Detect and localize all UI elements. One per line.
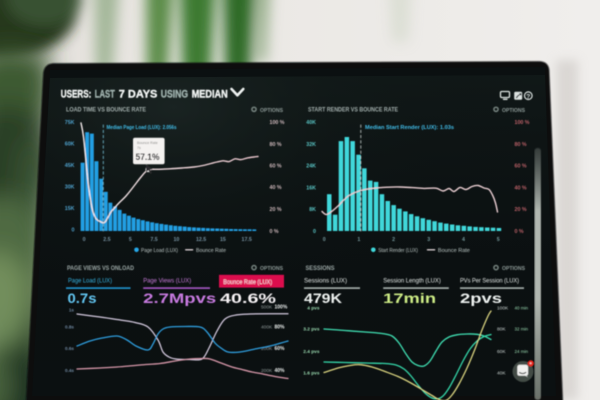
svg-text:24 min: 24 min <box>515 349 529 355</box>
svg-text:5: 5 <box>497 237 500 243</box>
svg-text:15: 15 <box>220 237 226 243</box>
svg-text:0.7s: 0.7s <box>68 290 97 306</box>
svg-text:7s: 7s <box>137 146 141 150</box>
svg-text:0: 0 <box>72 228 75 234</box>
svg-text:2.5: 2.5 <box>103 237 110 243</box>
svg-text:1.6 pvs: 1.6 pvs <box>303 371 320 377</box>
svg-text:80 %: 80 % <box>270 142 282 148</box>
svg-text:Bounce Rate (LUX): Bounce Rate (LUX) <box>223 279 272 286</box>
svg-text:Median Page Load (LUX): 2.056s: Median Page Load (LUX): 2.056s <box>107 125 177 131</box>
svg-text:7.5: 7.5 <box>150 237 157 243</box>
svg-text:USERS:: USERS: <box>61 89 92 101</box>
svg-text:Start Render (LUX): Start Render (LUX) <box>378 248 418 254</box>
svg-text:80%: 80% <box>275 325 286 331</box>
svg-text:OPTIONS: OPTIONS <box>260 266 283 272</box>
svg-text:OPTIONS: OPTIONS <box>502 108 525 114</box>
svg-text:15K: 15K <box>65 206 75 212</box>
svg-text:12.5: 12.5 <box>196 237 206 243</box>
svg-text:OPTIONS: OPTIONS <box>502 266 525 272</box>
svg-text:0 %: 0 % <box>515 229 524 235</box>
svg-text:40K: 40K <box>306 120 316 126</box>
svg-text:0: 0 <box>313 229 316 235</box>
svg-text:1s: 1s <box>69 308 75 313</box>
svg-text:OPTIONS: OPTIONS <box>260 108 283 114</box>
svg-text:0 %: 0 % <box>270 229 279 235</box>
svg-text:Bounce Rate: Bounce Rate <box>438 248 470 254</box>
svg-text:0: 0 <box>83 237 86 243</box>
svg-text:32K: 32K <box>306 142 316 148</box>
svg-text:100K: 100K <box>497 305 509 311</box>
svg-text:100%: 100% <box>275 304 288 310</box>
svg-text:LAST: LAST <box>95 89 115 101</box>
svg-text:0: 0 <box>323 237 326 243</box>
svg-text:Sessions (LUX): Sessions (LUX) <box>304 278 347 285</box>
svg-text:LOAD TIME VS BOUNCE RATE: LOAD TIME VS BOUNCE RATE <box>66 107 146 114</box>
svg-text:200K: 200K <box>261 346 273 352</box>
svg-text:PAGE VIEWS VS ONLOAD: PAGE VIEWS VS ONLOAD <box>67 265 134 272</box>
svg-text:75K: 75K <box>65 120 75 126</box>
svg-text:40 %: 40 % <box>270 185 282 191</box>
svg-text:40%: 40% <box>275 368 286 374</box>
svg-text:17min: 17min <box>383 290 436 306</box>
svg-text:SESSIONS: SESSIONS <box>306 265 335 272</box>
svg-text:20 %: 20 % <box>270 207 282 213</box>
svg-text:20 %: 20 % <box>515 207 527 213</box>
svg-text:Median Start Render (LUX): 1.0: Median Start Render (LUX): 1.03s <box>365 125 454 131</box>
svg-text:10: 10 <box>173 237 179 243</box>
svg-text:16K: 16K <box>306 185 316 191</box>
svg-text:40.6%: 40.6% <box>220 290 277 306</box>
svg-text:60K: 60K <box>65 142 75 148</box>
svg-text:4 pvs: 4 pvs <box>307 305 320 311</box>
svg-text:24K: 24K <box>306 164 316 170</box>
svg-text:500K: 500K <box>261 304 273 310</box>
svg-text:479K: 479K <box>304 290 342 306</box>
svg-text:40K: 40K <box>497 371 506 377</box>
svg-text:60 %: 60 % <box>270 164 282 170</box>
svg-text:START RENDER VS BOUNCE RATE: START RENDER VS BOUNCE RATE <box>308 107 398 114</box>
svg-text:Bounce Rate: Bounce Rate <box>196 248 226 254</box>
svg-text:45K: 45K <box>65 163 75 169</box>
svg-text:2.7Mpvs: 2.7Mpvs <box>143 290 216 306</box>
svg-text:Session Length (LUX): Session Length (LUX) <box>383 278 441 285</box>
svg-text:5: 5 <box>129 237 132 243</box>
svg-text:100 %: 100 % <box>270 120 285 126</box>
svg-text:17.5: 17.5 <box>242 237 252 243</box>
svg-text:2: 2 <box>392 237 395 243</box>
svg-text:40 min: 40 min <box>515 305 529 311</box>
svg-text:3: 3 <box>427 237 430 243</box>
svg-text:PVs Per Session (LUX): PVs Per Session (LUX) <box>460 278 519 285</box>
svg-text:7 DAYS: 7 DAYS <box>119 89 158 101</box>
svg-text:USING: USING <box>161 89 189 101</box>
svg-text:57.1%: 57.1% <box>136 152 160 162</box>
svg-text:400K: 400K <box>261 325 273 331</box>
svg-text:Bounce Rate: Bounce Rate <box>137 141 158 145</box>
svg-text:80 %: 80 % <box>515 142 527 148</box>
svg-text:100 %: 100 % <box>515 120 530 126</box>
svg-text:0.8s: 0.8s <box>65 325 74 330</box>
svg-text:MEDIAN: MEDIAN <box>192 89 228 101</box>
svg-text:Page Load (LUX): Page Load (LUX) <box>68 278 112 285</box>
svg-text:?: ? <box>526 93 530 100</box>
svg-text:8K: 8K <box>309 207 316 213</box>
svg-text:1: 1 <box>357 237 360 243</box>
svg-text:60K: 60K <box>497 349 506 355</box>
svg-text:Page Views (LUX): Page Views (LUX) <box>143 278 191 285</box>
svg-text:2.4 pvs: 2.4 pvs <box>303 349 320 355</box>
svg-text:80K: 80K <box>497 327 506 333</box>
svg-text:Page Load (LUX): Page Load (LUX) <box>141 248 178 254</box>
svg-text:2pvs: 2pvs <box>460 290 502 306</box>
svg-text:0.6s: 0.6s <box>65 346 74 351</box>
svg-text:3.2 pvs: 3.2 pvs <box>303 327 320 333</box>
svg-text:32 min: 32 min <box>515 327 529 333</box>
svg-text:60 %: 60 % <box>515 164 527 170</box>
svg-text:4: 4 <box>462 237 465 243</box>
svg-text:60%: 60% <box>275 346 286 352</box>
svg-text:200K: 200K <box>261 368 273 374</box>
svg-text:30K: 30K <box>65 185 75 191</box>
svg-text:0.4s: 0.4s <box>65 368 74 373</box>
svg-text:40 %: 40 % <box>515 185 527 191</box>
